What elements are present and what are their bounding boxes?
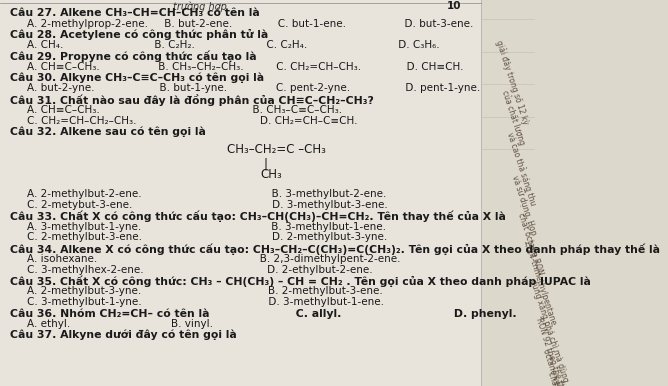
Text: A. 2-methylbut-3-yne.                                       B. 2-methylbut-3-ene: A. 2-methylbut-3-yne. B. 2-methylbut-3-e… [27,286,383,296]
Text: 10: 10 [447,1,462,11]
Text: Câu 37. Alkyne dưới đây có tên gọi là: Câu 37. Alkyne dưới đây có tên gọi là [10,330,236,340]
Text: C. 2-metybut-3-ene.                                           D. 3-methylbut-3-e: C. 2-metybut-3-ene. D. 3-methylbut-3-e [27,200,387,210]
Text: trường hợp: trường hợp [174,1,227,12]
Text: RON 92 theo thế (tích): RON 92 theo thế (tích) [534,317,570,386]
Text: chất được: chất được [546,371,566,386]
Text: octane về thế tích: octane về thế tích [541,347,571,386]
Text: dùng xăng phá chì mà dùng: dùng xăng phá chì mà dùng [528,278,570,383]
Text: A. isohexane.                                                  B. 2,3-dimethylpe: A. isohexane. B. 2,3-dimethylpe [27,254,400,264]
Text: CH₃–CH₂=C –CH₃: CH₃–CH₂=C –CH₃ [227,143,326,156]
Text: Câu 34. Alkene X có công thức cấu tạo: CH₃–CH₂–C(CH₃)=C(CH₃)₂. Tên gọi của X the: Câu 34. Alkene X có công thức cấu tạo: C… [10,243,660,255]
Text: A. ethyl.                               B. vinyl.: A. ethyl. B. vinyl. [27,319,212,329]
Text: C. 2-methylbut-3-ene.                                        D. 2-methylbut-3-yn: C. 2-methylbut-3-ene. D. 2-methylbut-3-y… [27,232,387,242]
Text: Câu 32. Alkene sau có tên gọi là: Câu 32. Alkene sau có tên gọi là [10,127,206,137]
Text: C. 3-methylbut-1-yne.                                       D. 3-methylbut-1-ene: C. 3-methylbut-1-yne. D. 3-methylbut-1-e… [27,297,383,307]
Text: 2,3,4-trimethylpentane: 2,3,4-trimethylpentane [521,239,557,327]
Text: A. CH≡C–CH₃.                  B. CH₃–CH₂–CH₃.          C. CH₂=CH–CH₃.           : A. CH≡C–CH₃. B. CH₃–CH₂–CH₃. C. CH₂=CH–C… [27,62,463,72]
Text: Câu 36. Nhóm CH₂=CH– có tên là                       C. allyl.                  : Câu 36. Nhóm CH₂=CH– có tên là C. allyl. [10,308,516,318]
Text: và cao thả sáng thu: và cao thả sáng thu [505,131,538,207]
Text: A. 2-methylbut-2-ene.                                        B. 3-methylbut-2-en: A. 2-methylbut-2-ene. B. 3-methylbut-2-e… [27,189,386,199]
Text: chất octane RON: chất octane RON [516,212,544,277]
Text: Câu 30. Alkyne CH₃–C≡C–CH₃ có tên gọi là: Câu 30. Alkyne CH₃–C≡C–CH₃ có tên gọi là [10,73,264,83]
Text: Câu 35. Chất X có công thức: CH₃ – CH(CH₃) – CH = CH₂ . Tên gọi của X theo danh : Câu 35. Chất X có công thức: CH₃ – CH(CH… [10,276,591,287]
Text: A. 3-methylbut-1-yne.                                        B. 3-methylbut-1-en: A. 3-methylbut-1-yne. B. 3-methylbut-1-e… [27,222,385,232]
Text: A. 2-methylprop-2-ene.     B. but-2-ene.              C. but-1-ene.             : A. 2-methylprop-2-ene. B. but-2-ene. C. … [27,19,473,29]
Text: |: | [264,157,268,171]
Text: Câu 33. Chất X có công thức cấu tạo: CH₃–CH(CH₃)–CH=CH₂. Tên thay thế của X là: Câu 33. Chất X có công thức cấu tạo: CH₃… [10,211,506,222]
Text: Câu 28. Acetylene có công thức phân tử là: Câu 28. Acetylene có công thức phân tử l… [10,29,269,41]
Text: Câu 27. Alkene CH₃–CH=CH–CH₃ có tên là: Câu 27. Alkene CH₃–CH=CH–CH₃ có tên là [10,8,260,18]
Text: và sử dụng. Họp: và sử dụng. Họp [510,174,539,236]
Text: C. 3-methylhex-2-ene.                                      D. 2-ethylbut-2-ene.: C. 3-methylhex-2-ene. D. 2-ethylbut-2-en… [27,265,372,275]
Text: A. but-2-yne.                    B. but-1-yne.               C. pent-2-yne.     : A. but-2-yne. B. but-1-yne. C. pent-2-yn… [27,83,480,93]
Text: C. CH₂=CH–CH₂–CH₃.                                      D. CH₂=CH–C≡CH.: C. CH₂=CH–CH₂–CH₃. D. CH₂=CH–C≡CH. [27,116,357,126]
Text: A. CH₄.                            B. C₂H₂.                      C. C₂H₄.       : A. CH₄. B. C₂H₂. C. C₂H₄. [27,40,440,50]
Text: của chất lượng: của chất lượng [500,89,526,146]
FancyBboxPatch shape [481,0,668,386]
Text: A. CH≡C–CH₃.                                               B. CH₃–C≡C–CH₃.: A. CH≡C–CH₃. B. CH₃–C≡C–CH₃. [27,105,342,115]
Text: giải đây trong số 12 kỳ: giải đây trong số 12 kỳ [494,39,531,125]
Text: Câu 29. Propyne có công thức cấu tạo là: Câu 29. Propyne có công thức cấu tạo là [10,51,257,63]
Text: CH₃: CH₃ [261,168,283,181]
Text: Câu 31. Chất nào sau đây là đồng phân của CH≡C–CH₂–CH₃?: Câu 31. Chất nào sau đây là đồng phân củ… [10,94,374,106]
